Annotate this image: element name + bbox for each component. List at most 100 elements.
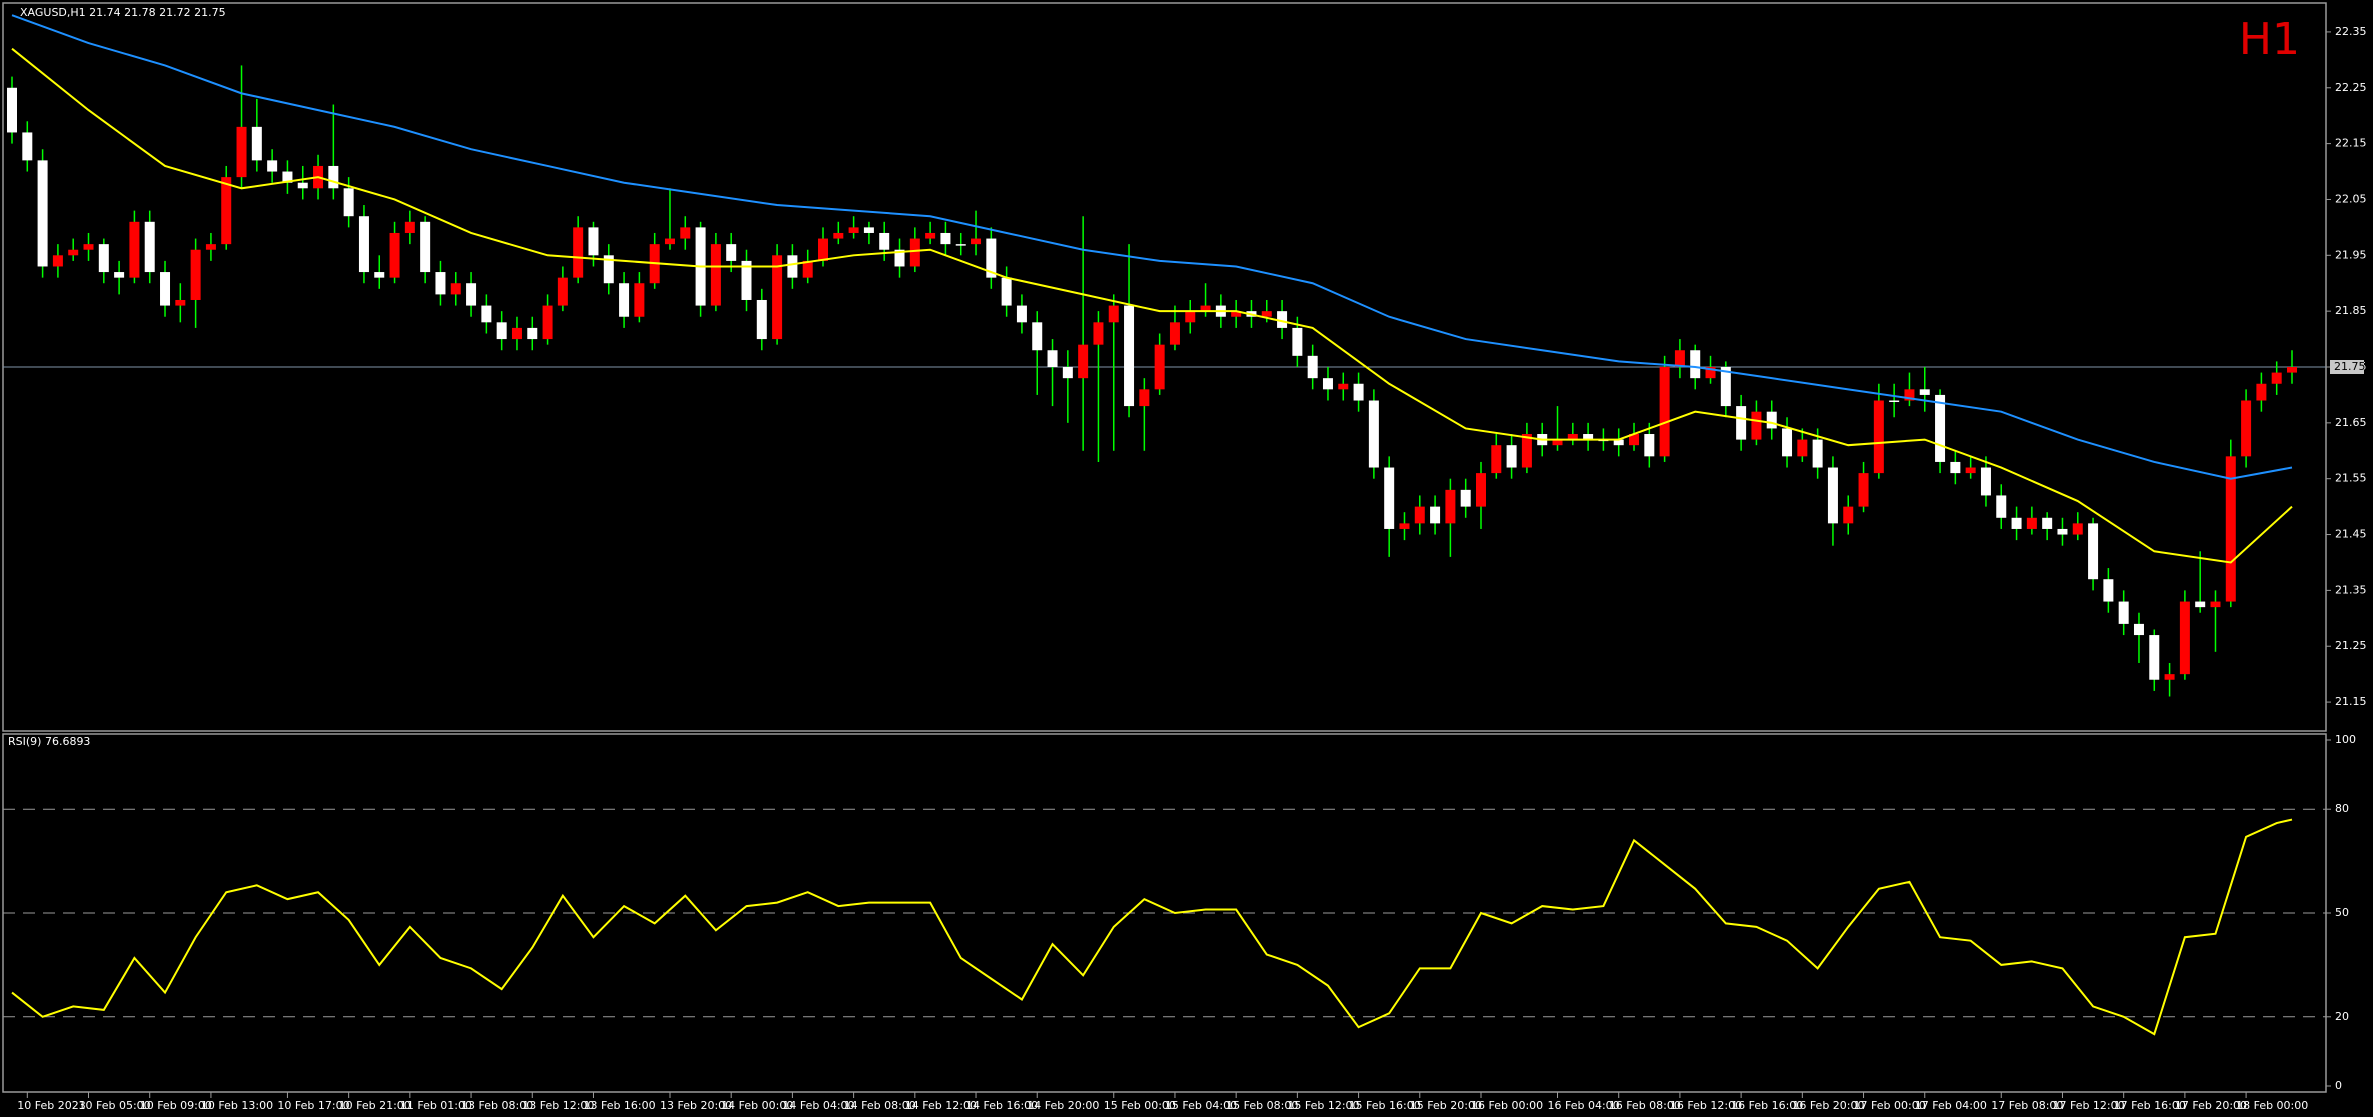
candle-body: [940, 232, 951, 245]
candle-body: [52, 255, 63, 267]
y-tick-label: 22.15: [2335, 137, 2367, 150]
x-tick-label: 13 Feb 16:00: [583, 1099, 655, 1112]
candle-body: [1001, 277, 1012, 306]
candle-body: [2072, 523, 2083, 535]
x-tick-label: 10 Feb 17:00: [277, 1099, 349, 1112]
candle-body: [1185, 311, 1196, 323]
candle-body: [833, 232, 844, 239]
candle-body: [1384, 467, 1395, 529]
candle-body: [374, 272, 385, 278]
candle-body: [1705, 367, 1716, 379]
candle-body: [710, 244, 721, 306]
y-tick-label: 21.15: [2335, 695, 2367, 708]
candle-body: [557, 277, 568, 306]
candle-body: [1567, 434, 1578, 440]
x-tick-label: 15 Feb 08:00: [1226, 1099, 1298, 1112]
candle-body: [1996, 495, 2007, 518]
candle-body: [2271, 372, 2282, 384]
candle-body: [160, 272, 171, 306]
candle-body: [1124, 305, 1135, 407]
candle-body: [986, 238, 997, 278]
candle-body: [1812, 439, 1823, 468]
x-tick-label: 10 Feb 05:00: [79, 1099, 151, 1112]
x-tick-label: 10 Feb 21:00: [339, 1099, 411, 1112]
candle-body: [573, 227, 584, 278]
candle-body: [2042, 517, 2053, 529]
candle-body: [1078, 344, 1089, 379]
candle-body: [1950, 461, 1961, 474]
candle-body: [1720, 367, 1731, 407]
y-tick-label: 22.25: [2335, 81, 2367, 94]
x-tick-label: 15 Feb 04:00: [1165, 1099, 1237, 1112]
candle-body: [1261, 311, 1272, 317]
candle-body: [37, 160, 48, 267]
candle-body: [2287, 367, 2297, 373]
candle-body: [7, 87, 17, 133]
candle-body: [1475, 473, 1486, 507]
candle-body: [955, 244, 966, 246]
candle-body: [190, 249, 201, 300]
candle-body: [2088, 523, 2099, 580]
x-tick-label: 11 Feb 01:00: [400, 1099, 472, 1112]
x-tick-label: 16 Feb 00:00: [1471, 1099, 1543, 1112]
candle-body: [1583, 434, 1594, 440]
candle-body: [542, 305, 553, 340]
y-tick-label: 21.95: [2335, 248, 2367, 261]
y-tick-label: 80: [2335, 802, 2349, 815]
candle-body: [282, 171, 293, 183]
candle-body: [1445, 489, 1456, 524]
candle-body: [144, 221, 155, 273]
chart-title: XAGUSD,H1 21.74 21.78 21.72 21.75: [20, 6, 226, 19]
y-tick-label: 0: [2335, 1079, 2342, 1092]
candle-body: [98, 244, 109, 273]
candle-body: [1751, 411, 1762, 440]
candle-body: [1690, 350, 1701, 379]
candle-body: [863, 227, 874, 233]
candle-body: [1353, 383, 1364, 401]
candle-body: [1108, 305, 1119, 323]
candle-body: [2179, 601, 2190, 675]
candle-body: [1399, 523, 1410, 529]
y-tick-label: 21.45: [2335, 528, 2367, 541]
x-tick-label: 14 Feb 16:00: [966, 1099, 1038, 1112]
candle-body: [1935, 394, 1946, 462]
candle-body: [1414, 506, 1425, 524]
candle-body: [2195, 601, 2206, 608]
candle-body: [2164, 674, 2175, 680]
last-price-box: [2330, 360, 2364, 374]
last-price-label: 21.75: [2334, 360, 2366, 373]
x-tick-label: 17 Feb 12:00: [2052, 1099, 2124, 1112]
candle-body: [114, 272, 125, 278]
candle-body: [2011, 517, 2022, 529]
x-tick-label: 14 Feb 08:00: [844, 1099, 916, 1112]
candle-body: [343, 188, 354, 217]
candle-body: [634, 283, 645, 317]
candle-body: [1307, 355, 1318, 379]
candle-body: [1521, 434, 1532, 468]
rsi-title: RSI(9) 76.6893: [8, 735, 90, 748]
candle-body: [1277, 311, 1288, 328]
candle-body: [1552, 439, 1563, 446]
candle-body: [2103, 579, 2114, 602]
candle-body: [83, 244, 94, 250]
x-tick-label: 14 Feb 00:00: [721, 1099, 793, 1112]
y-tick-label: 22.35: [2335, 25, 2367, 38]
candle-body: [909, 238, 920, 267]
x-tick-label: 15 Feb 00:00: [1104, 1099, 1176, 1112]
candle-body: [879, 232, 890, 250]
x-tick-label: 18 Feb 00:00: [2236, 1099, 2308, 1112]
candle-body: [2026, 517, 2037, 529]
candle-body: [1368, 400, 1379, 468]
x-tick-label: 17 Feb 08:00: [1991, 1099, 2063, 1112]
x-tick-label: 16 Feb 04:00: [1548, 1099, 1620, 1112]
x-tick-label: 16 Feb 20:00: [1792, 1099, 1864, 1112]
candle-body: [2210, 601, 2221, 608]
candle-body: [1338, 383, 1349, 390]
x-tick-label: 10 Feb 09:00: [140, 1099, 212, 1112]
candle-body: [221, 177, 232, 245]
candle-body: [404, 221, 415, 233]
candle-body: [971, 238, 982, 245]
candle-body: [1139, 389, 1150, 407]
candle-body: [1827, 467, 1838, 524]
